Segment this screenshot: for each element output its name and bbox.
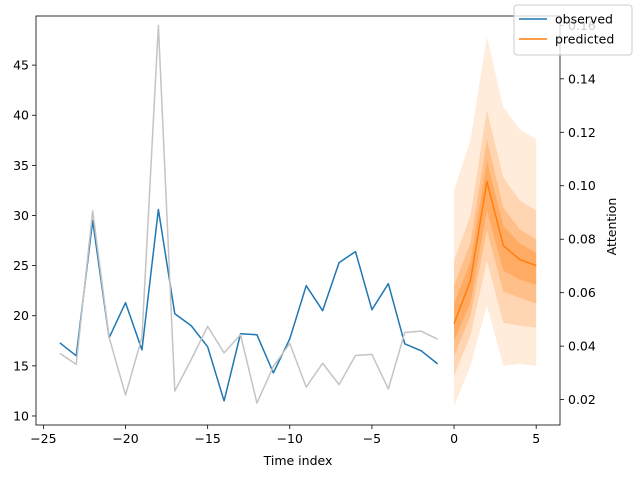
prediction-interval-band-0	[454, 37, 537, 406]
y-tick-label: 20	[13, 308, 29, 323]
y2-axis-label: Attention	[604, 198, 619, 256]
plot-area	[59, 24, 537, 406]
x-tick-label: −25	[30, 431, 56, 446]
x-tick-label: −10	[277, 431, 303, 446]
prediction-interval-band-1	[454, 110, 537, 376]
y-tick-label: 15	[13, 358, 29, 373]
x-tick-label: −20	[112, 431, 138, 446]
attention-line	[59, 24, 438, 404]
y-tick-label: 45	[13, 58, 29, 73]
x-axis: −25 −20 −15 −10 −5 0 5	[30, 425, 540, 446]
y2-tick-label: 0.10	[568, 178, 596, 193]
y-axis-left: 10 15 20 25 30 35 40 45	[13, 58, 36, 423]
y2-tick-label: 0.04	[568, 339, 596, 354]
x-axis-label: Time index	[263, 453, 333, 468]
x-tick-label: −15	[194, 431, 220, 446]
y-tick-label: 30	[13, 208, 29, 223]
x-tick-label: 0	[450, 431, 458, 446]
y-tick-label: 35	[13, 158, 29, 173]
legend-label-predicted: predicted	[555, 32, 614, 47]
y2-tick-label: 0.12	[568, 125, 596, 140]
x-tick-label: 5	[532, 431, 540, 446]
predicted-line	[453, 180, 537, 325]
legend-box	[513, 4, 633, 56]
observed-line	[59, 208, 439, 402]
y2-tick-label: 0.08	[568, 232, 596, 247]
y2-tick-label: 0.02	[568, 392, 596, 407]
y2-tick-label: 0.14	[568, 71, 596, 86]
legend-label-observed: observed	[555, 12, 613, 27]
prediction-interval-band-3	[454, 160, 537, 341]
prediction-interval-band-2	[454, 139, 537, 356]
x-tick-label: −5	[363, 431, 381, 446]
y2-tick-label: 0.06	[568, 285, 596, 300]
y-tick-label: 10	[13, 408, 29, 423]
y-tick-label: 25	[13, 258, 29, 273]
legend: observed predicted	[513, 4, 633, 56]
axes-frame	[35, 15, 561, 426]
y-tick-label: 40	[13, 108, 29, 123]
